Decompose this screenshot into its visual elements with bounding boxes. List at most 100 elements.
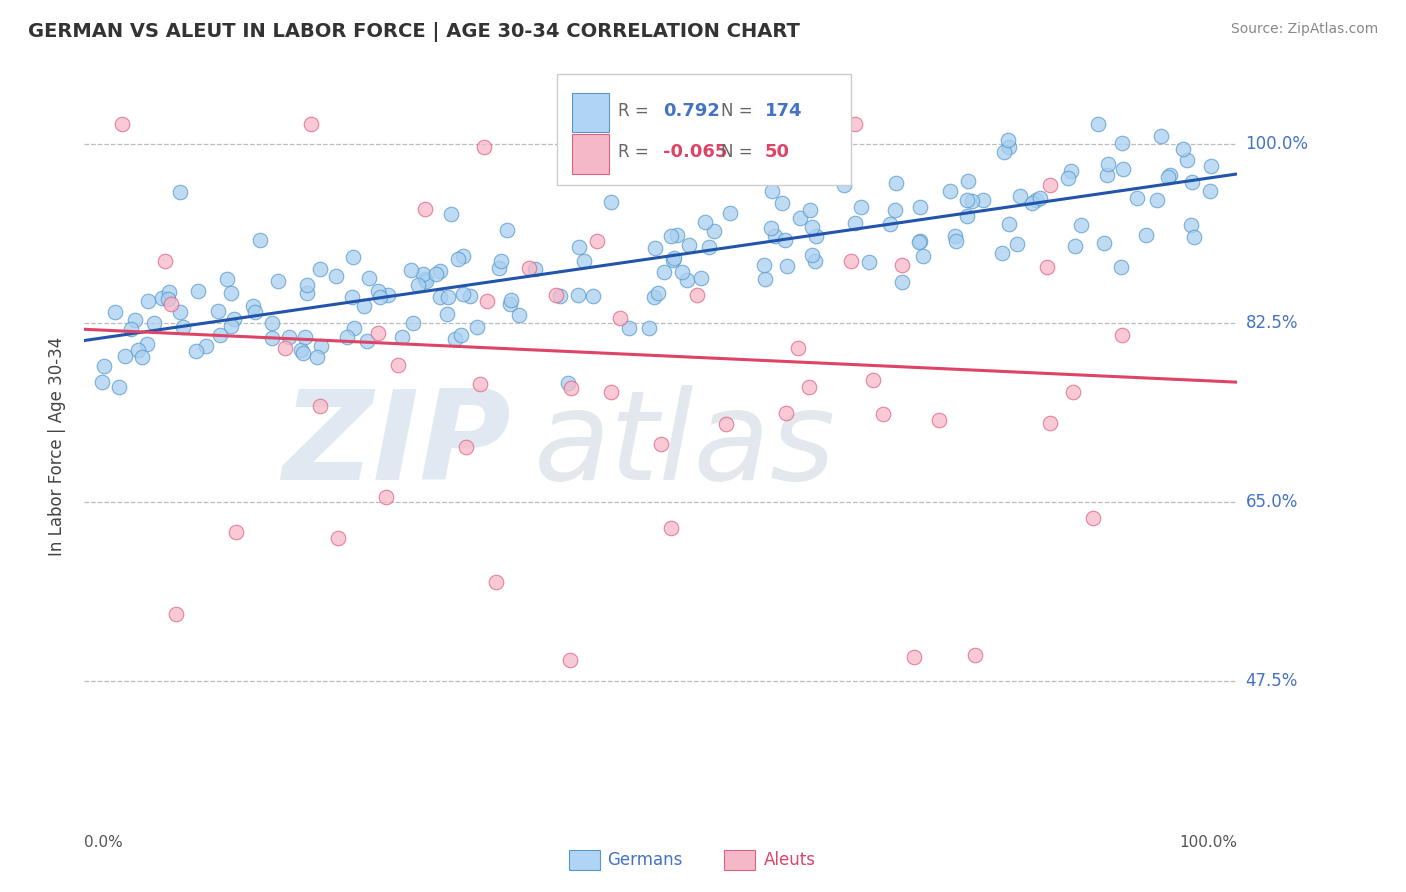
Point [671, 264, 693, 278]
Point [799, 202, 821, 217]
Point [858, 255, 880, 269]
Point [429, 264, 451, 278]
Point [277, 330, 299, 344]
Point [610, 117, 633, 131]
Point [1198, 184, 1220, 198]
Point [752, 258, 775, 272]
Point [1092, 235, 1115, 250]
Point [91, 375, 114, 389]
Point [467, 319, 489, 334]
Point [665, 227, 688, 242]
Point [450, 328, 472, 343]
Point [839, 253, 862, 268]
Point [945, 234, 967, 248]
Point [136, 336, 159, 351]
Point [1028, 191, 1050, 205]
Point [910, 234, 932, 248]
Point [249, 233, 271, 247]
Point [582, 289, 605, 303]
FancyBboxPatch shape [557, 74, 851, 186]
Point [957, 174, 980, 188]
Point [412, 267, 434, 281]
Point [267, 274, 290, 288]
Point [695, 215, 717, 229]
Point [786, 341, 808, 355]
Point [804, 254, 827, 268]
Point [690, 270, 713, 285]
Point [844, 117, 866, 131]
Point [1097, 156, 1119, 170]
Point [568, 240, 591, 254]
Point [997, 133, 1019, 147]
Point [225, 524, 247, 539]
Point [1199, 159, 1222, 173]
Point [367, 284, 389, 298]
Point [325, 269, 347, 284]
Point [1039, 178, 1062, 192]
Text: R =: R = [619, 144, 654, 161]
Point [209, 328, 232, 343]
Point [879, 217, 901, 231]
Point [685, 288, 707, 302]
Point [600, 194, 623, 209]
Point [242, 299, 264, 313]
Point [127, 343, 149, 358]
Point [458, 289, 481, 303]
Point [806, 228, 828, 243]
Point [399, 263, 422, 277]
Text: 65.0%: 65.0% [1246, 493, 1298, 511]
Point [1150, 128, 1173, 143]
Bar [572, 134, 609, 174]
Point [650, 436, 672, 450]
Text: R =: R = [619, 102, 654, 120]
Bar [572, 93, 609, 132]
Point [292, 345, 315, 359]
Text: ZIP: ZIP [283, 385, 510, 507]
Point [499, 297, 522, 311]
Point [104, 304, 127, 318]
Point [956, 194, 979, 208]
Point [1021, 196, 1043, 211]
Point [1010, 188, 1032, 202]
Point [437, 290, 460, 304]
Point [489, 254, 512, 268]
Point [834, 178, 856, 192]
Point [884, 176, 907, 190]
Point [911, 249, 934, 263]
Point [567, 117, 589, 131]
Point [440, 207, 463, 221]
Point [638, 321, 661, 335]
Point [652, 265, 675, 279]
Point [195, 339, 218, 353]
Point [609, 311, 631, 326]
Point [572, 254, 595, 268]
Point [907, 235, 929, 249]
Point [800, 248, 823, 262]
Point [114, 350, 136, 364]
Point [415, 274, 437, 288]
Point [1095, 168, 1118, 182]
Point [169, 304, 191, 318]
Point [1173, 142, 1195, 156]
Point [789, 211, 811, 226]
Text: 100.0%: 100.0% [1180, 835, 1237, 850]
Point [1135, 228, 1157, 243]
Point [872, 407, 894, 421]
Point [1111, 136, 1133, 150]
Point [222, 312, 245, 326]
Point [524, 261, 547, 276]
Point [377, 288, 399, 302]
Point [495, 223, 517, 237]
Text: atlas: atlas [534, 385, 837, 507]
Point [903, 650, 925, 665]
Point [156, 293, 179, 307]
Point [659, 521, 682, 535]
Point [367, 326, 389, 341]
Point [124, 313, 146, 327]
Text: 100.0%: 100.0% [1246, 136, 1309, 153]
Point [374, 490, 396, 504]
Point [797, 380, 820, 394]
Point [219, 286, 242, 301]
Point [560, 381, 582, 395]
Point [93, 359, 115, 373]
